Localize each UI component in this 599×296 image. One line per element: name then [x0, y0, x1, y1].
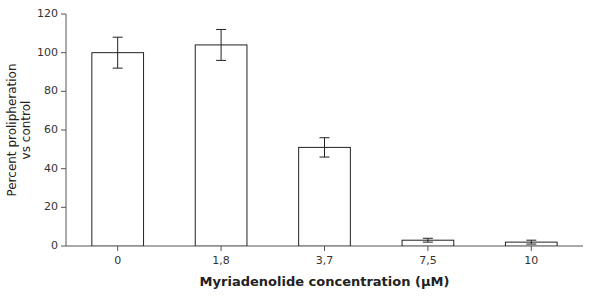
y-tick-label: 0	[51, 239, 58, 252]
axes: 0 20 40 60 80 100 120 0 1,8 3,7 7,5 10	[37, 7, 583, 267]
y-tick-label: 20	[44, 200, 58, 213]
x-tick	[117, 246, 118, 251]
x-tick	[324, 246, 325, 251]
y-tick-label: 40	[44, 162, 58, 175]
y-tick	[61, 168, 66, 169]
chart-container: 0 20 40 60 80 100 120 0 1,8 3,7 7,5 10 Myriadenolide…	[0, 0, 599, 296]
y-tick	[61, 130, 66, 131]
y-tick	[61, 52, 66, 53]
x-tick-label: 0	[114, 254, 121, 267]
y-axis-label-line: Percent prolipheration	[5, 63, 19, 196]
x-tick-label: 7,5	[419, 254, 437, 267]
y-tick-label: 100	[37, 46, 58, 59]
y-tick	[61, 91, 66, 92]
error-bars	[113, 29, 537, 244]
x-tick	[427, 246, 428, 251]
bar	[299, 147, 351, 246]
y-axis-line	[66, 14, 67, 246]
error-bar	[526, 240, 536, 244]
x-tick-label: 1,8	[212, 254, 230, 267]
chart-svg: 0 20 40 60 80 100 120 0 1,8 3,7 7,5 10 Myriadenolide…	[0, 0, 599, 296]
error-bar	[320, 138, 330, 157]
y-tick-label: 120	[37, 7, 58, 20]
x-tick-label: 3,7	[316, 254, 334, 267]
bar	[92, 53, 144, 246]
x-tick	[531, 246, 532, 251]
y-axis-label: Percent prolipherationvs control	[5, 63, 33, 196]
y-tick-label: 80	[44, 84, 58, 97]
error-bar	[216, 29, 226, 60]
error-bar	[113, 37, 123, 68]
error-bar	[423, 238, 433, 242]
x-tick-label: 10	[524, 254, 538, 267]
y-tick	[61, 207, 66, 208]
bar	[195, 45, 247, 246]
bars	[92, 45, 557, 246]
x-tick	[221, 246, 222, 251]
y-axis-label-line: vs control	[19, 101, 33, 160]
y-tick-label: 60	[44, 123, 58, 136]
y-tick	[61, 246, 66, 247]
x-axis-label: Myriadenolide concentration (μM)	[200, 274, 450, 289]
y-tick	[61, 14, 66, 15]
